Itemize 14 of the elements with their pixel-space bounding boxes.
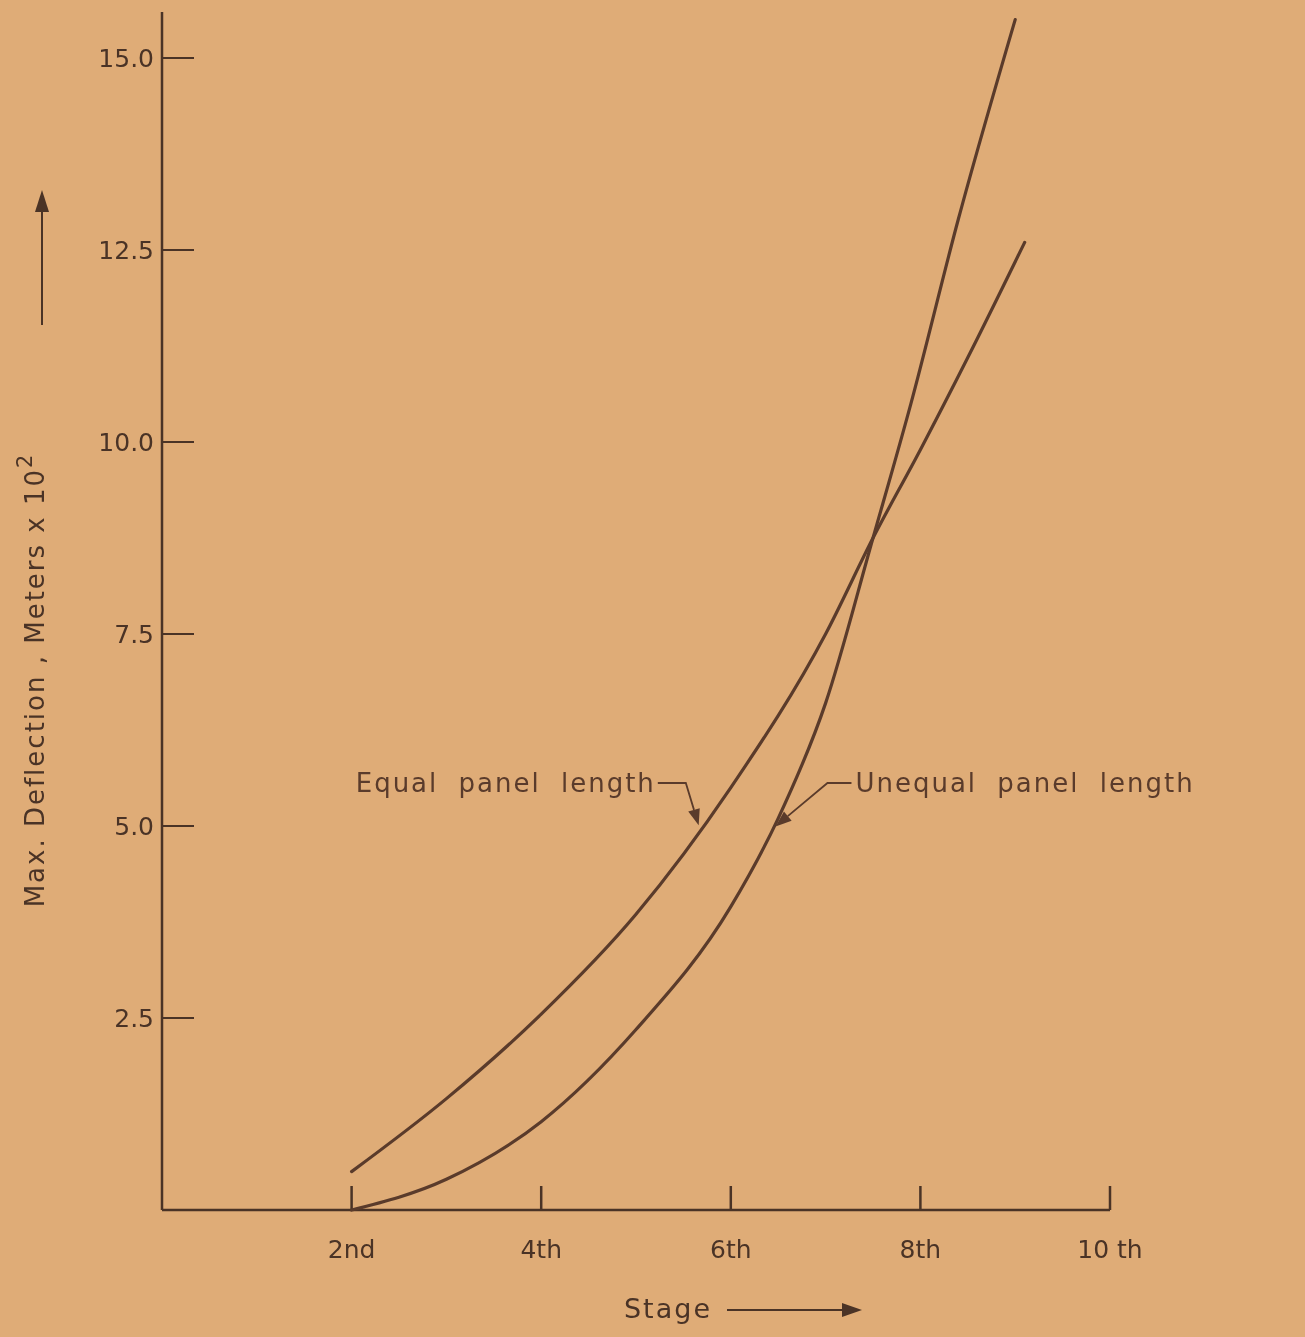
y-tick-label: 12.5 <box>98 235 154 265</box>
legend-label: Unequal panel length <box>855 768 1195 799</box>
y-tick-label: 7.5 <box>114 619 154 649</box>
x-tick-label: 4th <box>520 1235 562 1264</box>
x-tick-label: 8th <box>899 1235 942 1264</box>
x-axis-title: Stage <box>623 1293 713 1324</box>
x-tick-label: 6th <box>710 1235 752 1264</box>
x-tick-label: 10 th <box>1077 1235 1143 1264</box>
y-tick-label: 10.0 <box>98 427 154 457</box>
y-tick-label: 2.5 <box>114 1003 154 1033</box>
y-tick-label: 15.0 <box>98 43 154 73</box>
y-tick-label: 5.0 <box>114 811 154 841</box>
text: Equal panel length <box>355 768 656 799</box>
x-tick-label: 2nd <box>327 1235 376 1264</box>
